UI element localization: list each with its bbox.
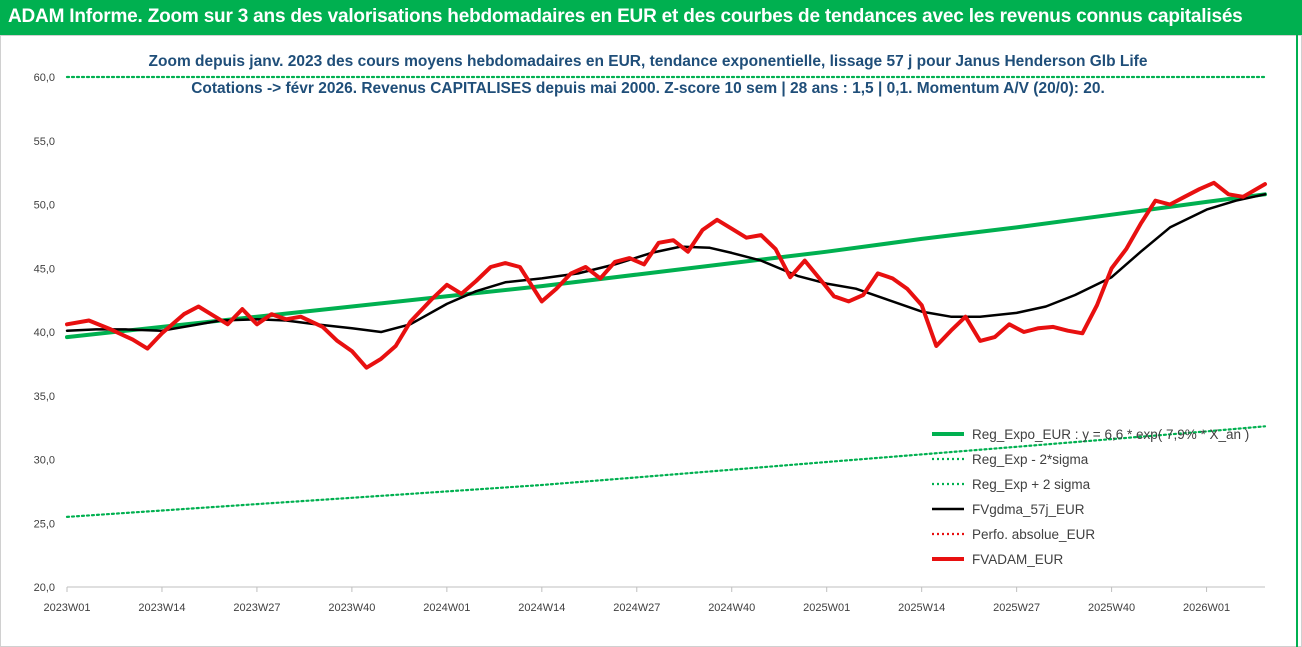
x-tick-label: 2025W01 (803, 602, 850, 614)
chart-series (65, 75, 1267, 519)
legend-label-3: FVgdma_57j_EUR (972, 502, 1085, 517)
y-tick-label: 45,0 (34, 263, 55, 275)
header-banner: ADAM Informe. Zoom sur 3 ans des valoris… (0, 0, 1302, 35)
y-tick-label: 35,0 (34, 391, 55, 403)
y-tick-label: 50,0 (34, 200, 55, 212)
x-tick-label: 2026W01 (1183, 602, 1230, 614)
chart-title: Zoom depuis janv. 2023 des cours moyens … (149, 46, 1148, 102)
legend-label-1: Reg_Exp - 2*sigma (972, 452, 1089, 467)
chart-title-line-2: Cotations -> févr 2026. Revenus CAPITALI… (191, 80, 1105, 97)
y-tick-label: 55,0 (34, 136, 55, 148)
report-title: ADAM Informe. Zoom sur 3 ans des valoris… (8, 6, 1243, 27)
x-tick-label: 2024W27 (613, 602, 660, 614)
x-tick-label: 2025W14 (898, 602, 945, 614)
legend-label-0: Reg_Expo_EUR : y = 6,6 * exp( 7,9% * X_a… (972, 427, 1249, 442)
chart-axes: 20,0 25,0 30,0 35,0 40,0 45,0 50,0 55,0 60,0 2023… (34, 72, 1265, 614)
x-tick-label: 2023W27 (233, 602, 280, 614)
y-tick-label: 60,0 (34, 72, 55, 84)
y-tick-label: 20,0 (34, 582, 55, 594)
x-tick-label: 2023W40 (328, 602, 375, 614)
x-tick-label: 2023W01 (43, 602, 90, 614)
x-tick-label: 2025W27 (993, 602, 1040, 614)
legend-label-5: FVADAM_EUR (972, 552, 1064, 567)
x-tick-label: 2025W40 (1088, 602, 1135, 614)
series-line-2 (65, 425, 1267, 519)
x-tick-label: 2024W14 (518, 602, 565, 614)
chart-frame (0, 35, 1302, 647)
right-accent-rule (1296, 35, 1298, 647)
legend-label-4: Perfo. absolue_EUR (972, 527, 1095, 542)
chart-title-line-1: Zoom depuis janv. 2023 des cours moyens … (149, 53, 1148, 70)
chart-title-background (178, 46, 1118, 102)
y-tick-label: 25,0 (34, 518, 55, 530)
x-tick-label: 2023W14 (138, 602, 185, 614)
chart-legend: Reg_Expo_EUR : y = 6,6 * exp( 7,9% * X_a… (932, 427, 1249, 567)
legend-label-2: Reg_Exp + 2 sigma (972, 477, 1091, 492)
series-line-5 (65, 180, 1267, 370)
y-tick-label: 30,0 (34, 455, 55, 467)
x-tick-label: 2024W40 (708, 602, 755, 614)
y-tick-label: 40,0 (34, 327, 55, 339)
x-tick-label: 2024W01 (423, 602, 470, 614)
